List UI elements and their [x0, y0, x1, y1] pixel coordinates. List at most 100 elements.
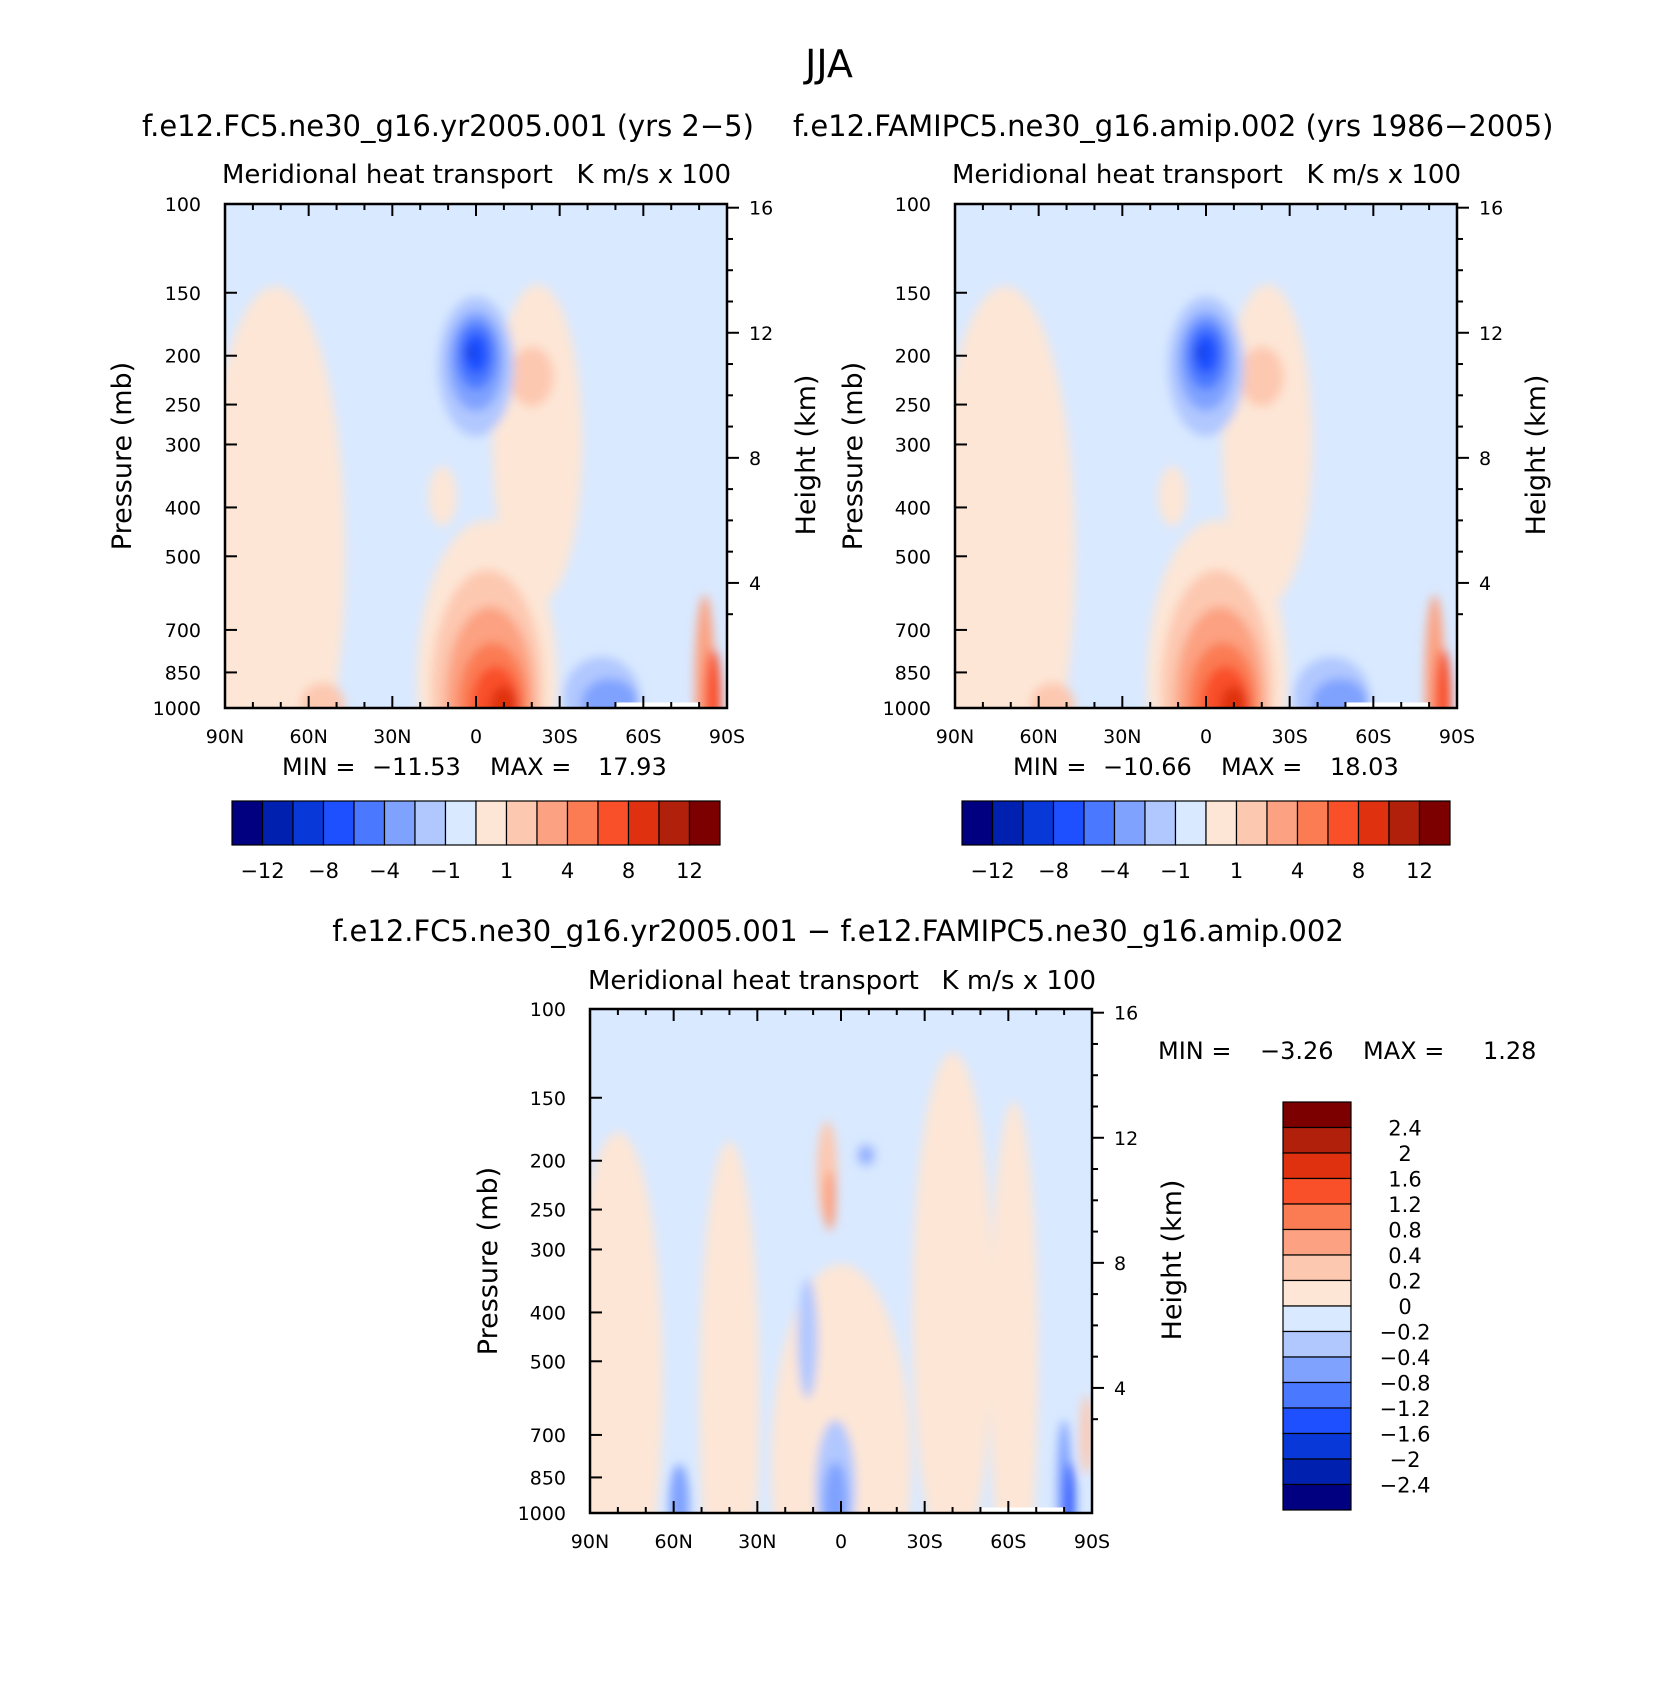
colorbar-label: −1 — [430, 859, 461, 883]
panel-1-min-label: MIN = — [282, 753, 355, 781]
colorbar-box — [688, 800, 721, 846]
panel-3-min-label: MIN = — [1158, 1037, 1231, 1065]
x-tick-label: 60S — [990, 1531, 1026, 1553]
y-tick-label: 250 — [530, 1200, 566, 1222]
colorbar-label: −4 — [1099, 859, 1130, 883]
colorbar-box — [1174, 800, 1207, 846]
x-tick-label: 90S — [1074, 1531, 1110, 1553]
colorbar-box — [536, 800, 569, 846]
colorbar-box — [1282, 1279, 1352, 1307]
y-tick-label: 1000 — [883, 698, 931, 720]
colorbar-box — [444, 800, 477, 846]
panel-2: f.e12.FAMIPC5.ne30_g16.amip.002 (yrs 198… — [793, 109, 1554, 883]
panel-3-ylabel-right: Height (km) — [1157, 1180, 1188, 1341]
negative-region — [1196, 346, 1205, 359]
positive-region — [509, 346, 554, 407]
x-tick-label: 90N — [571, 1531, 609, 1553]
panel-3: f.e12.FC5.ne30_g16.yr2005.001 − f.e12.FA… — [332, 914, 1536, 1553]
negative-region — [823, 1461, 848, 1513]
colorbar-label: 2 — [1398, 1142, 1411, 1166]
colorbar-box — [1282, 1152, 1352, 1180]
panel-1-ylabel-right: Height (km) — [791, 375, 822, 536]
colorbar-box — [1282, 1228, 1352, 1256]
colorbar-label: −2 — [1390, 1448, 1421, 1472]
y-right-tick-label: 16 — [1479, 198, 1503, 220]
panel-1-subtitle-right: K m/s x 100 — [577, 160, 732, 190]
colorbar-label: −2.4 — [1380, 1474, 1431, 1498]
x-tick-label: 90N — [936, 726, 974, 748]
x-tick-label: 90S — [709, 726, 745, 748]
x-tick-label: 0 — [1200, 726, 1212, 748]
colorbar-box — [475, 800, 508, 846]
panel-3-contour-field — [590, 1009, 1092, 1513]
colorbar-label: 12 — [1406, 859, 1433, 883]
panel-2-title: f.e12.FAMIPC5.ne30_g16.amip.002 (yrs 198… — [793, 109, 1554, 143]
panel-1: f.e12.FC5.ne30_g16.yr2005.001 (yrs 2−5) … — [107, 109, 822, 883]
positive-region — [989, 1101, 1038, 1513]
x-tick-label: 0 — [835, 1531, 847, 1553]
colorbar-box — [505, 800, 538, 846]
panel-1-contour-field — [225, 204, 727, 708]
colorbar-box — [1282, 1330, 1352, 1358]
colorbar-label: −4 — [369, 859, 400, 883]
x-tick-label: 90S — [1439, 726, 1475, 748]
colorbar-label: 1 — [500, 859, 513, 883]
colorbar-label: 8 — [1352, 859, 1365, 883]
y-tick-label: 250 — [165, 395, 201, 417]
colorbar-box — [322, 800, 355, 846]
panel-3-max-label: MAX = — [1363, 1037, 1444, 1065]
y-tick-label: 1000 — [518, 1503, 566, 1525]
colorbar-label: 0 — [1398, 1295, 1411, 1319]
positive-region — [699, 1141, 760, 1513]
panel-2-max-label: MAX = — [1221, 753, 1302, 781]
x-tick-label: 60N — [289, 726, 327, 748]
y-right-tick-label: 4 — [1114, 1378, 1126, 1400]
x-tick-label: 30S — [1272, 726, 1308, 748]
colorbar-label: −1 — [1160, 859, 1191, 883]
negative-region — [669, 1464, 690, 1513]
y-tick-label: 400 — [165, 497, 201, 519]
colorbar-box — [1418, 800, 1451, 846]
colorbar-box — [1282, 1305, 1352, 1333]
colorbar-box — [1083, 800, 1116, 846]
panel-2-min-label: MIN = — [1013, 753, 1086, 781]
colorbar-box — [961, 800, 994, 846]
colorbar-label: 1 — [1230, 859, 1243, 883]
colorbar-label: −0.8 — [1380, 1372, 1431, 1396]
positive-region — [1030, 682, 1075, 708]
colorbar-label: 1.2 — [1388, 1193, 1421, 1217]
figure-title: JJA — [803, 42, 853, 86]
x-tick-label: 30S — [542, 726, 578, 748]
y-right-tick-label: 4 — [1479, 573, 1491, 595]
y-tick-label: 100 — [165, 194, 201, 216]
y-tick-label: 100 — [895, 194, 931, 216]
negative-region — [1311, 678, 1368, 708]
panel-1-max-value: 17.93 — [598, 753, 667, 781]
colorbar-box — [261, 800, 294, 846]
colorbar-label: 0.2 — [1388, 1270, 1421, 1294]
colorbar-box — [658, 800, 691, 846]
missing-data — [615, 702, 700, 708]
positive-region — [489, 686, 518, 708]
y-tick-label: 1000 — [153, 698, 201, 720]
x-tick-label: 60S — [1355, 726, 1391, 748]
negative-region — [797, 1278, 818, 1399]
panel-3-min-value: −3.26 — [1260, 1037, 1334, 1065]
colorbar-box — [1282, 1407, 1352, 1435]
colorbar-label: 8 — [622, 859, 635, 883]
panel-1-min-value: −11.53 — [372, 753, 461, 781]
panel-2-subtitle-left: Meridional heat transport — [952, 160, 1283, 190]
positive-region — [1080, 1394, 1092, 1475]
x-tick-label: 60S — [625, 726, 661, 748]
panel-2-max-value: 18.03 — [1330, 753, 1399, 781]
negative-region — [1064, 1461, 1075, 1513]
positive-region — [912, 1052, 993, 1513]
colorbar-box — [1282, 1458, 1352, 1486]
colorbar-label: 2.4 — [1388, 1117, 1421, 1141]
x-tick-label: 90N — [206, 726, 244, 748]
y-right-tick-label: 8 — [1114, 1253, 1126, 1275]
y-tick-label: 700 — [530, 1425, 566, 1447]
panel-2-ylabel: Pressure (mb) — [838, 362, 869, 550]
positive-region — [1219, 686, 1248, 708]
colorbar-label: −8 — [308, 859, 339, 883]
